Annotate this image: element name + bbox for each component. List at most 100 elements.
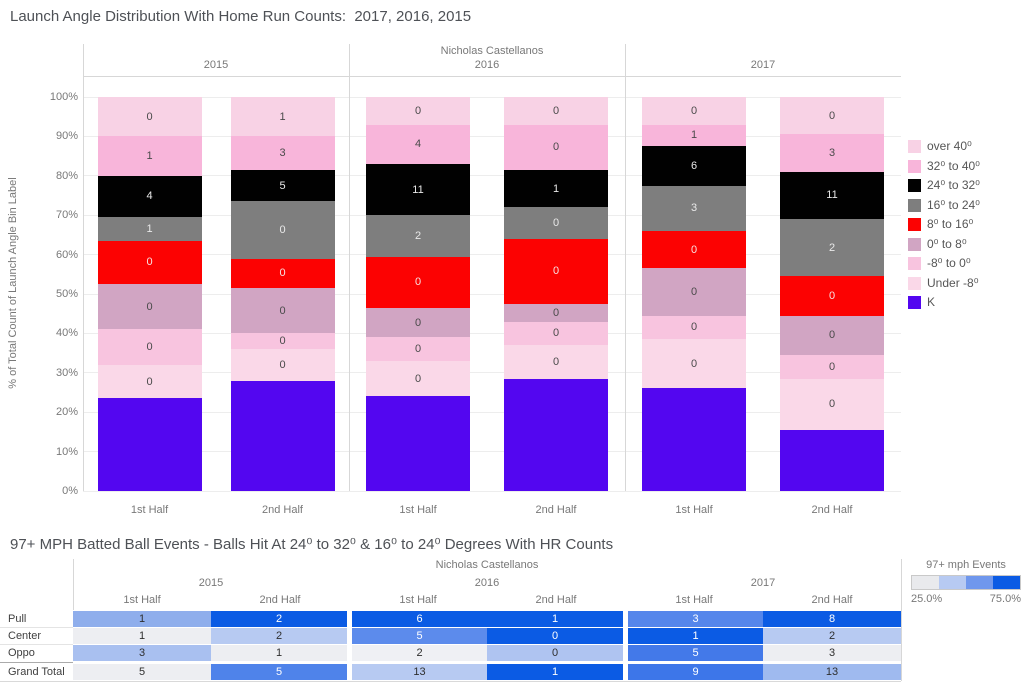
bar-segment[interactable]: 1 bbox=[230, 97, 335, 137]
heatmap-cell[interactable]: 1 bbox=[487, 664, 623, 680]
bar-segment[interactable]: 3 bbox=[780, 134, 884, 172]
bar-segment[interactable]: 3 bbox=[642, 185, 746, 231]
bar-segment[interactable]: 0 bbox=[230, 333, 335, 350]
colorbar-step[interactable] bbox=[993, 576, 1020, 589]
heatmap-cell[interactable]: 1 bbox=[487, 611, 623, 627]
bar-segment[interactable]: 0 bbox=[642, 230, 746, 269]
heatmap-cell[interactable]: 1 bbox=[628, 628, 763, 644]
row-label[interactable]: Grand Total bbox=[8, 666, 65, 678]
colorbar-step[interactable] bbox=[966, 576, 993, 589]
colorbar-step[interactable] bbox=[939, 576, 966, 589]
legend-swatch[interactable] bbox=[908, 159, 921, 173]
bar-segment[interactable]: 0 bbox=[366, 360, 470, 397]
heatmap-cell[interactable]: 2 bbox=[352, 645, 487, 661]
heatmap-cell[interactable]: 1 bbox=[73, 628, 211, 644]
bar-segment[interactable] bbox=[780, 429, 884, 491]
bar-segment[interactable]: 0 bbox=[504, 321, 608, 346]
bar-segment[interactable]: 0 bbox=[642, 339, 746, 389]
bar-segment[interactable]: 0 bbox=[97, 240, 202, 285]
bar-segment[interactable]: 0 bbox=[504, 303, 608, 322]
heatmap-cell[interactable]: 3 bbox=[763, 645, 901, 661]
bar-segment[interactable]: 0 bbox=[230, 288, 335, 334]
colorbar-step[interactable] bbox=[912, 576, 939, 589]
bar-segment[interactable]: 0 bbox=[97, 97, 202, 137]
bar-segment[interactable]: 0 bbox=[504, 97, 608, 125]
bar-segment[interactable]: 5 bbox=[230, 169, 335, 202]
heatmap-cell[interactable]: 5 bbox=[73, 664, 211, 680]
legend-swatch[interactable] bbox=[908, 237, 921, 251]
heatmap-cell[interactable]: 2 bbox=[211, 611, 347, 627]
heatmap-cell[interactable]: 0 bbox=[487, 628, 623, 644]
bar-segment[interactable]: 0 bbox=[366, 97, 470, 125]
bar-segment[interactable]: 0 bbox=[642, 315, 746, 340]
legend-swatch[interactable] bbox=[908, 140, 921, 153]
bar-segment[interactable]: 0 bbox=[504, 124, 608, 170]
heatmap-cell[interactable]: 3 bbox=[73, 645, 211, 661]
bar-segment[interactable]: 0 bbox=[780, 315, 884, 356]
heatmap-cell[interactable]: 2 bbox=[763, 628, 901, 644]
heatmap-cell[interactable]: 6 bbox=[352, 611, 487, 627]
heatmap-cell[interactable]: 5 bbox=[352, 628, 487, 644]
bar-segment[interactable]: 0 bbox=[642, 268, 746, 316]
y-axis-tick-label: 60% bbox=[55, 248, 78, 261]
heatmap-cell[interactable]: 1 bbox=[211, 645, 347, 661]
heatmap-cell[interactable]: 2 bbox=[211, 628, 347, 644]
bar-segment[interactable]: 0 bbox=[366, 256, 470, 308]
bar-segment[interactable]: 1 bbox=[97, 136, 202, 176]
bar-segment[interactable]: 0 bbox=[97, 284, 202, 330]
row-label[interactable]: Oppo bbox=[8, 647, 35, 659]
bar-segment[interactable]: 1 bbox=[642, 124, 746, 147]
bar-segment[interactable]: 1 bbox=[504, 169, 608, 208]
heatmap-cell[interactable]: 13 bbox=[763, 664, 901, 680]
bar-segment[interactable]: 0 bbox=[230, 201, 335, 259]
bar-segment[interactable]: 0 bbox=[504, 207, 608, 239]
bar-segment[interactable]: 0 bbox=[780, 355, 884, 379]
bar-segment[interactable]: 0 bbox=[366, 307, 470, 338]
bar-segment[interactable] bbox=[230, 380, 335, 491]
bar-segment[interactable]: 0 bbox=[504, 345, 608, 379]
heatmap-cell[interactable]: 3 bbox=[628, 611, 763, 627]
heatmap-cell[interactable]: 13 bbox=[352, 664, 487, 680]
legend-swatch[interactable] bbox=[908, 257, 921, 270]
bar-segment[interactable]: 2 bbox=[780, 219, 884, 277]
bar-segment[interactable]: 0 bbox=[97, 329, 202, 365]
legend-swatch[interactable] bbox=[908, 179, 921, 192]
heatmap-cell[interactable]: 5 bbox=[628, 645, 763, 661]
heatmap-cell[interactable]: 8 bbox=[763, 611, 901, 627]
bar-segment[interactable]: 11 bbox=[366, 163, 470, 216]
bar-segment[interactable] bbox=[97, 398, 202, 491]
legend-swatch[interactable] bbox=[908, 198, 921, 212]
bar-segment[interactable]: 3 bbox=[230, 136, 335, 170]
bar-segment[interactable]: 0 bbox=[230, 258, 335, 289]
bar-segment[interactable]: 0 bbox=[504, 238, 608, 304]
bar-segment[interactable]: 1 bbox=[97, 217, 202, 241]
bar-segment[interactable] bbox=[642, 388, 746, 491]
row-label[interactable]: Pull bbox=[8, 613, 27, 625]
bar-segment[interactable]: 0 bbox=[780, 378, 884, 430]
table-header-half: 2nd Half bbox=[811, 594, 853, 606]
row-label[interactable]: Center bbox=[8, 630, 42, 642]
bar-segment[interactable]: 4 bbox=[97, 175, 202, 218]
bar-segment[interactable]: 11 bbox=[780, 171, 884, 220]
heatmap-cell[interactable]: 1 bbox=[73, 611, 211, 627]
bar-segment[interactable]: 0 bbox=[780, 97, 884, 135]
stacked-bar: 0 4 11 2 0 0 0 0 bbox=[366, 97, 470, 491]
bar-segment[interactable] bbox=[504, 378, 608, 491]
bar-segment[interactable]: 0 bbox=[642, 97, 746, 125]
bar-segment[interactable]: 4 bbox=[366, 124, 470, 164]
legend-swatch[interactable] bbox=[908, 296, 921, 309]
legend-swatch[interactable] bbox=[908, 218, 921, 231]
legend-swatch[interactable] bbox=[908, 276, 921, 290]
bar-segment[interactable]: 0 bbox=[366, 337, 470, 361]
bar-segment[interactable]: 6 bbox=[642, 146, 746, 186]
bar-segment[interactable]: 0 bbox=[97, 364, 202, 399]
x-axis-half-label: 1st Half bbox=[675, 504, 713, 516]
heatmap-cell[interactable]: 5 bbox=[211, 664, 347, 680]
heatmap-cell[interactable]: 0 bbox=[487, 645, 623, 661]
heatmap-cell[interactable]: 9 bbox=[628, 664, 763, 680]
bar-segment[interactable] bbox=[366, 396, 470, 491]
bar-segment[interactable]: 0 bbox=[230, 349, 335, 381]
bar-segment[interactable]: 0 bbox=[780, 276, 884, 316]
bar-segment[interactable]: 2 bbox=[366, 215, 470, 257]
